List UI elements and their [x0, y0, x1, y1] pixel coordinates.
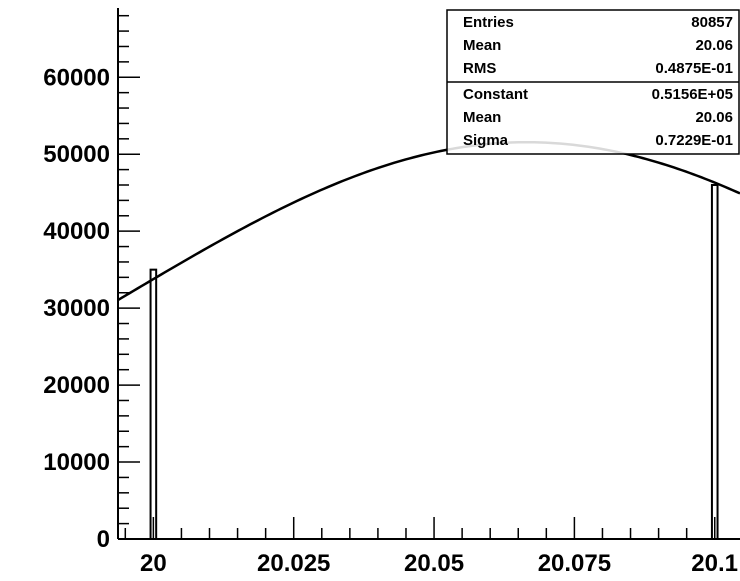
stat-value: 0.7229E-01	[655, 132, 733, 149]
y-tick-label: 30000	[43, 295, 110, 322]
stat-label: Mean	[463, 109, 501, 126]
stats-box: Entries 80857 Mean 20.06 RMS 0.4875E-01 Consta…	[446, 9, 740, 155]
x-tick-label: 20.05	[404, 550, 464, 577]
axes: 0 10000 20000 30000 40000 50000 60000 20 20.025 2…	[43, 8, 740, 577]
x-tick-label: 20.075	[538, 550, 611, 577]
stat-label: Entries	[463, 14, 514, 31]
histogram-bar	[149, 268, 158, 540]
gaussian-fit-curve	[117, 140, 740, 302]
stat-value: 20.06	[695, 37, 733, 54]
y-tick-label: 0	[97, 526, 110, 553]
y-tick-label: 50000	[43, 141, 110, 168]
stat-label: Mean	[463, 37, 501, 54]
y-tick-label: 40000	[43, 218, 110, 245]
stat-value: 20.06	[695, 109, 733, 126]
histogram-bar	[710, 184, 719, 540]
y-tick-label: 60000	[43, 64, 110, 91]
y-tick-label: 10000	[43, 449, 110, 476]
stat-value: 80857	[691, 14, 733, 31]
x-tick-label: 20	[140, 550, 167, 577]
plot-area	[117, 140, 740, 540]
y-tick-label: 20000	[43, 372, 110, 399]
x-tick-label: 20.1	[691, 550, 738, 577]
stat-value: 0.4875E-01	[655, 60, 733, 77]
stat-label: RMS	[463, 60, 496, 77]
stat-label: Sigma	[463, 132, 509, 149]
x-tick-label: 20.025	[257, 550, 330, 577]
stat-value: 0.5156E+05	[652, 86, 733, 103]
stat-label: Constant	[463, 86, 528, 103]
